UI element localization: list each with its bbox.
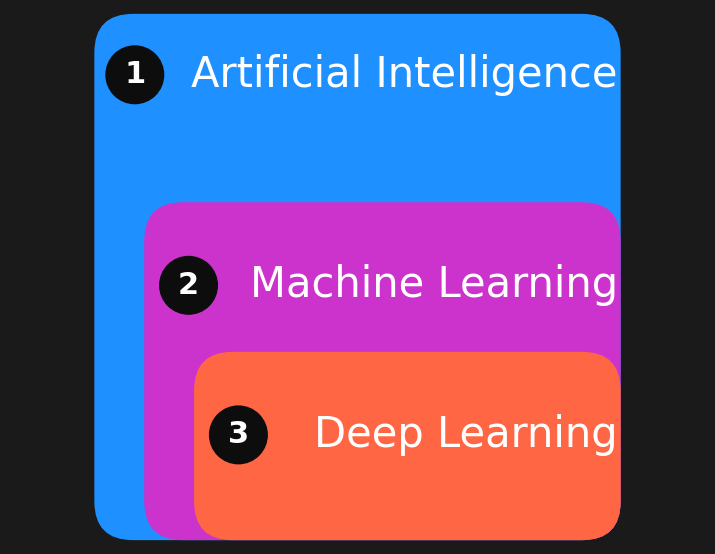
FancyBboxPatch shape bbox=[144, 202, 621, 540]
Text: 2: 2 bbox=[178, 271, 199, 300]
Circle shape bbox=[209, 406, 267, 464]
Text: Machine Learning: Machine Learning bbox=[250, 264, 618, 306]
Circle shape bbox=[159, 257, 217, 314]
FancyBboxPatch shape bbox=[94, 14, 621, 540]
Circle shape bbox=[106, 46, 164, 104]
Text: 1: 1 bbox=[124, 60, 145, 89]
Text: 3: 3 bbox=[228, 420, 249, 449]
Text: Artificial Intelligence: Artificial Intelligence bbox=[192, 54, 618, 96]
Text: Deep Learning: Deep Learning bbox=[315, 414, 618, 456]
FancyBboxPatch shape bbox=[194, 352, 621, 540]
